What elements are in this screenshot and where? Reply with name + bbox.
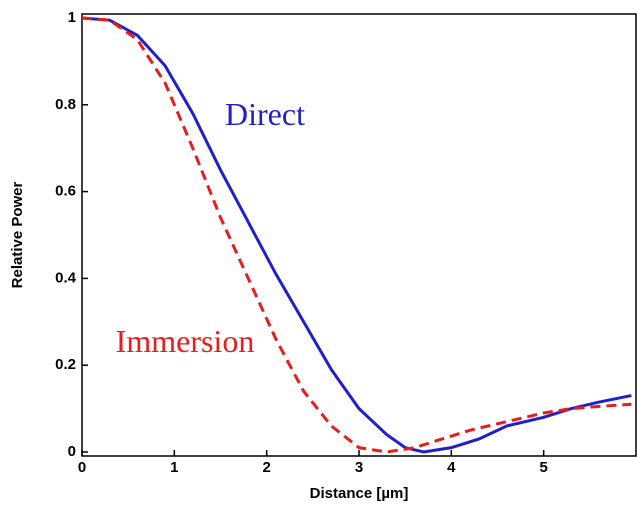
line-series bbox=[81, 16, 632, 454]
y-axis-label: Relative Power bbox=[9, 181, 26, 288]
x-tick-label: 4 bbox=[447, 459, 456, 476]
y-tick-label: 0.8 bbox=[55, 96, 76, 113]
line-series bbox=[81, 16, 632, 454]
y-tick-label: 0.6 bbox=[55, 183, 76, 200]
x-tick-label: 5 bbox=[539, 459, 547, 476]
plot-frame bbox=[81, 13, 637, 457]
series-label: Direct bbox=[225, 96, 305, 132]
y-tick-label: 0.2 bbox=[55, 356, 76, 373]
y-tick-label: 1 bbox=[68, 9, 76, 26]
y-tick-label: 0.4 bbox=[55, 269, 77, 286]
x-tick-label: 2 bbox=[262, 459, 270, 476]
x-tick-label: 0 bbox=[78, 459, 86, 476]
series-label: Immersion bbox=[116, 323, 255, 359]
x-tick-label: 3 bbox=[355, 459, 363, 476]
x-axis-label: Distance [µm] bbox=[310, 485, 409, 502]
x-tick-label: 1 bbox=[170, 459, 178, 476]
y-tick-label: 0 bbox=[68, 443, 76, 460]
